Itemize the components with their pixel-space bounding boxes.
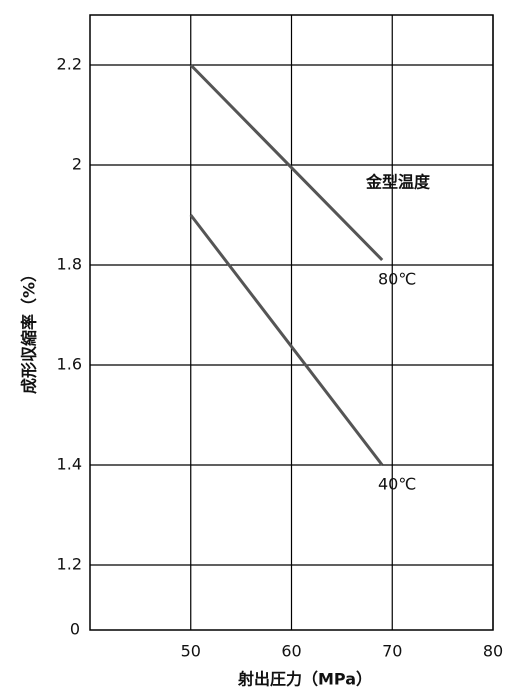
y-axis-label: 成形収縮率（%） — [20, 266, 39, 394]
x-tick-label: 50 — [181, 642, 201, 661]
series-label: 80℃ — [378, 270, 416, 289]
y-tick-label: 1.2 — [57, 555, 82, 574]
y-origin-label: 0 — [70, 620, 80, 639]
y-tick-label: 2.2 — [57, 55, 82, 74]
x-axis-label: 射出圧力（MPa） — [237, 670, 372, 689]
x-tick-label: 70 — [382, 642, 402, 661]
annotation: 金型温度 — [365, 173, 431, 192]
y-tick-label: 2 — [72, 155, 82, 174]
series-line — [189, 63, 384, 262]
series-line — [189, 214, 384, 466]
y-tick-label: 1.4 — [57, 455, 82, 474]
y-tick-label: 1.6 — [57, 355, 82, 374]
y-tick-label: 1.8 — [57, 255, 82, 274]
x-tick-label: 80 — [483, 642, 503, 661]
series-label: 40℃ — [378, 475, 416, 494]
x-tick-label: 60 — [281, 642, 301, 661]
